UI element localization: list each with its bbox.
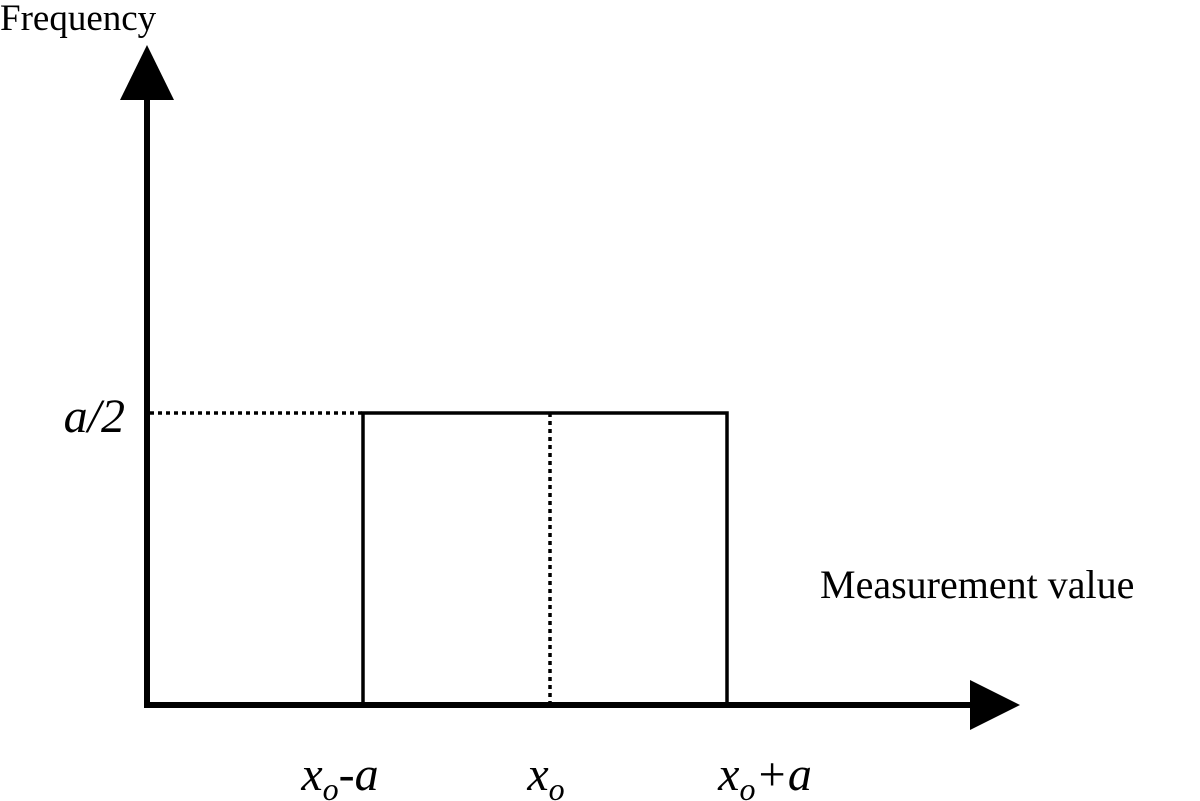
tick-sub: o: [739, 771, 755, 801]
tick-suffix: +a: [755, 748, 811, 801]
tick-label: xo-a: [300, 748, 378, 801]
y-axis-label: Frequency: [0, 0, 157, 39]
tick-suffix: -a: [339, 748, 379, 801]
tick-sub: o: [323, 771, 339, 801]
x-axis-label: Measurement value: [820, 562, 1134, 607]
tick-label: xo+a: [717, 748, 812, 801]
tick-base: x: [300, 748, 322, 801]
tick-base: x: [526, 748, 548, 801]
level-label: a/2: [64, 390, 125, 443]
tick-label: xo: [526, 748, 564, 801]
tick-sub: o: [549, 771, 565, 801]
x-axis-arrow: [970, 680, 1020, 730]
tick-base: x: [717, 748, 739, 801]
uniform-distribution: [361, 411, 729, 705]
y-axis-arrow: [120, 45, 174, 100]
